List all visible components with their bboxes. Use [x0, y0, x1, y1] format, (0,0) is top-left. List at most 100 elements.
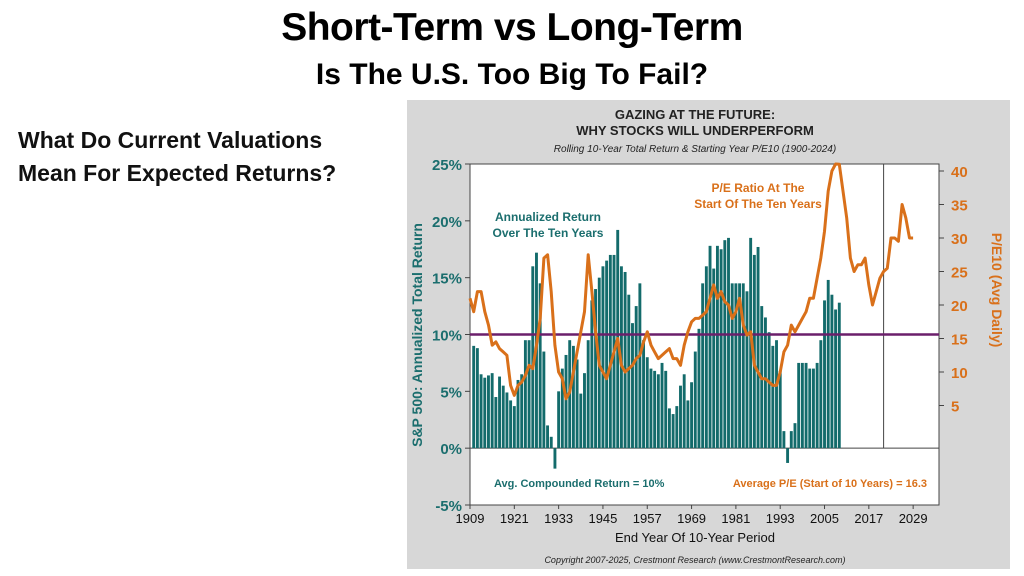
return-bar — [763, 317, 767, 449]
return-bar — [523, 340, 527, 449]
return-bar — [815, 362, 819, 449]
return-bar — [786, 448, 790, 463]
return-bar — [649, 368, 653, 449]
question-line-2: Mean For Expected Returns? — [18, 160, 337, 186]
return-bar — [505, 392, 509, 449]
return-bar — [531, 266, 535, 449]
return-bar — [741, 283, 745, 449]
return-bar — [738, 283, 742, 449]
return-bar — [727, 237, 730, 449]
return-bar — [834, 309, 838, 449]
return-bar — [560, 368, 564, 449]
return-bar — [719, 249, 723, 449]
return-bar — [645, 357, 649, 449]
y-right-tick-label: 30 — [951, 231, 968, 248]
return-bar — [557, 391, 561, 449]
x-axis-label: End Year Of 10-Year Period — [615, 530, 775, 545]
return-bar — [800, 362, 804, 449]
return-bar — [653, 370, 657, 449]
return-bar — [590, 300, 594, 449]
chart-panel: GAZING AT THE FUTURE: WHY STOCKS WILL UND… — [407, 100, 1010, 569]
return-bar — [808, 368, 812, 449]
return-bar — [546, 425, 549, 449]
y-left-tick-label: 0% — [440, 441, 462, 458]
return-bar — [660, 362, 664, 449]
return-bar — [679, 385, 682, 449]
annotation-returns-line-1: Annualized Return — [495, 210, 601, 224]
y-left-tick-label: 5% — [440, 384, 462, 401]
return-bar — [538, 283, 542, 449]
x-tick-label: 2005 — [810, 511, 839, 526]
return-bar — [479, 374, 483, 449]
return-bar — [627, 294, 631, 449]
return-bar — [804, 362, 808, 449]
return-bar — [830, 294, 834, 449]
return-bar — [586, 340, 590, 449]
return-bar — [712, 268, 716, 449]
x-tick-label: 1909 — [456, 511, 485, 526]
return-bar — [675, 406, 679, 449]
return-bar — [520, 374, 524, 449]
return-bar — [579, 393, 583, 449]
return-bar — [730, 283, 734, 449]
return-bar — [775, 340, 778, 449]
return-bar — [483, 377, 487, 449]
chart-title-line-1: GAZING AT THE FUTURE: — [615, 107, 775, 122]
return-bar — [789, 431, 793, 449]
return-bar — [664, 370, 668, 449]
return-bar — [686, 400, 690, 449]
return-bar — [605, 260, 609, 449]
return-bar — [498, 376, 501, 449]
y-left-tick-label: 20% — [432, 214, 462, 231]
return-bar — [837, 302, 841, 449]
return-bar — [631, 323, 634, 449]
return-bar — [601, 266, 605, 449]
return-bar — [690, 382, 694, 449]
y-left-tick-label: 15% — [432, 271, 462, 288]
return-bar — [656, 374, 660, 449]
return-bar — [542, 351, 546, 449]
return-bar — [487, 375, 490, 449]
question-line-1: What Do Current Valuations — [18, 127, 323, 153]
y-right-tick-label: 35 — [951, 198, 968, 215]
y-left-tick-label: 25% — [432, 157, 462, 174]
return-bar — [512, 406, 516, 449]
chart-subtitle: Rolling 10-Year Total Return & Starting … — [554, 144, 836, 155]
return-bar — [553, 448, 557, 469]
chart-title-line-2: WHY STOCKS WILL UNDERPERFORM — [576, 123, 814, 138]
annotation-pe-line-1: P/E Ratio At The — [712, 181, 805, 195]
x-tick-label: 2017 — [854, 511, 883, 526]
copyright-text: Copyright 2007-2025, Crestmont Research … — [544, 555, 845, 565]
question-text: What Do Current Valuations Mean For Expe… — [18, 124, 398, 190]
x-tick-label: 1993 — [766, 511, 795, 526]
return-bar — [623, 271, 627, 449]
return-bar — [564, 354, 568, 449]
y-left-tick-label: 10% — [432, 328, 462, 345]
x-tick-label: 1981 — [721, 511, 750, 526]
return-bar — [767, 332, 771, 449]
return-bar — [634, 306, 638, 449]
return-bar — [693, 351, 697, 449]
return-bar — [472, 345, 476, 449]
return-bar — [571, 345, 575, 449]
return-bar — [715, 245, 719, 449]
x-tick-label: 2029 — [899, 511, 928, 526]
return-bar — [671, 414, 675, 449]
return-bar — [575, 359, 579, 449]
return-bar — [583, 373, 586, 449]
return-bar — [723, 240, 727, 449]
y-right-tick-label: 15 — [951, 332, 968, 349]
y-right-tick-label: 5 — [951, 399, 959, 416]
footnote-avg-pe: Average P/E (Start of 10 Years) = 16.3 — [733, 478, 927, 490]
y-left-axis-label: S&P 500: Annualized Total Return — [409, 223, 425, 447]
return-bar — [797, 362, 801, 449]
y-right-tick-label: 40 — [951, 164, 968, 181]
y-right-tick-label: 25 — [951, 265, 968, 282]
return-bar — [793, 423, 797, 449]
return-bar — [819, 340, 823, 449]
x-tick-label: 1921 — [500, 511, 529, 526]
return-bar — [708, 245, 712, 449]
return-bar — [697, 328, 701, 449]
return-bar — [509, 400, 513, 449]
return-bar — [826, 279, 830, 449]
